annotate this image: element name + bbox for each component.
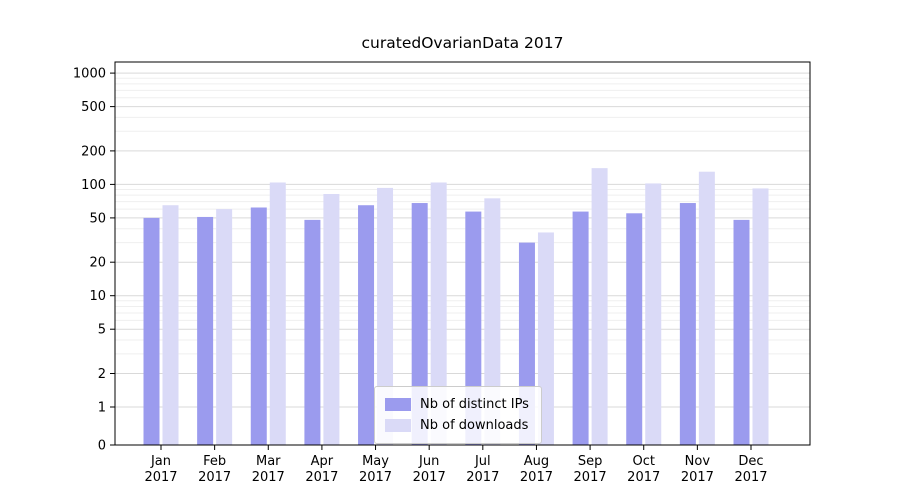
bar-downloads (698, 171, 715, 445)
y-tick-label: 20 (89, 256, 106, 271)
y-tick-label: 1 (98, 401, 106, 416)
bar-downloads (537, 232, 554, 445)
bar-distinct-ips (679, 203, 696, 445)
x-tick-label: Apr 2017 (305, 454, 338, 485)
bar-distinct-ips (304, 219, 321, 445)
bar-distinct-ips (572, 211, 589, 445)
y-tick-label: 100 (81, 178, 106, 193)
bar-distinct-ips (626, 213, 643, 445)
plot-frame (114, 61, 811, 446)
x-tick-label: Aug 2017 (520, 454, 553, 485)
bar-downloads (377, 187, 394, 446)
y-tick-label: 200 (81, 144, 106, 159)
legend-label-downloads: Nb of downloads (420, 418, 529, 433)
bar-distinct-ips (733, 219, 750, 445)
bar-distinct-ips (411, 203, 428, 445)
bar-downloads (216, 209, 233, 445)
y-tick-label: 5 (98, 323, 106, 338)
legend: Nb of distinct IPs Nb of downloads (374, 386, 542, 444)
x-tick-label: Mar 2017 (252, 454, 285, 485)
legend-label-ips: Nb of distinct IPs (420, 397, 529, 412)
legend-item-distinct-ips: Nb of distinct IPs (385, 394, 529, 415)
x-tick-label: Jan 2017 (144, 454, 177, 485)
bar-distinct-ips (143, 217, 160, 445)
x-tick-label: May 2017 (359, 454, 392, 485)
legend-swatch-downloads (385, 419, 411, 432)
y-tick-label: 2 (98, 367, 106, 382)
x-tick-label: Oct 2017 (627, 454, 660, 485)
bar-downloads (484, 198, 501, 445)
bar-downloads (752, 188, 769, 445)
bar-distinct-ips (197, 216, 214, 445)
legend-item-downloads: Nb of downloads (385, 415, 529, 436)
legend-swatch-ips (385, 398, 411, 411)
bar-downloads (645, 183, 662, 445)
bar-downloads (591, 168, 608, 445)
y-tick-label: 50 (89, 211, 106, 226)
chart-title: curatedOvarianData 2017 (361, 34, 564, 52)
y-tick-label: 500 (81, 100, 106, 115)
y-tick-label: 10 (89, 289, 106, 304)
x-tick-label: Nov 2017 (681, 454, 714, 485)
x-tick-label: Jul 2017 (466, 454, 499, 485)
bar-distinct-ips (250, 207, 267, 445)
bar-downloads (269, 182, 286, 445)
bar-downloads (162, 205, 179, 445)
x-tick-label: Feb 2017 (198, 454, 231, 485)
bar-downloads (430, 182, 447, 445)
bar-distinct-ips (358, 205, 375, 445)
x-tick-label: Sep 2017 (574, 454, 607, 485)
y-tick-label: 0 (98, 439, 106, 454)
y-tick-label: 1000 (73, 67, 106, 82)
x-tick-label: Dec 2017 (734, 454, 767, 485)
x-tick-label: Jun 2017 (413, 454, 446, 485)
bar-downloads (323, 193, 340, 445)
